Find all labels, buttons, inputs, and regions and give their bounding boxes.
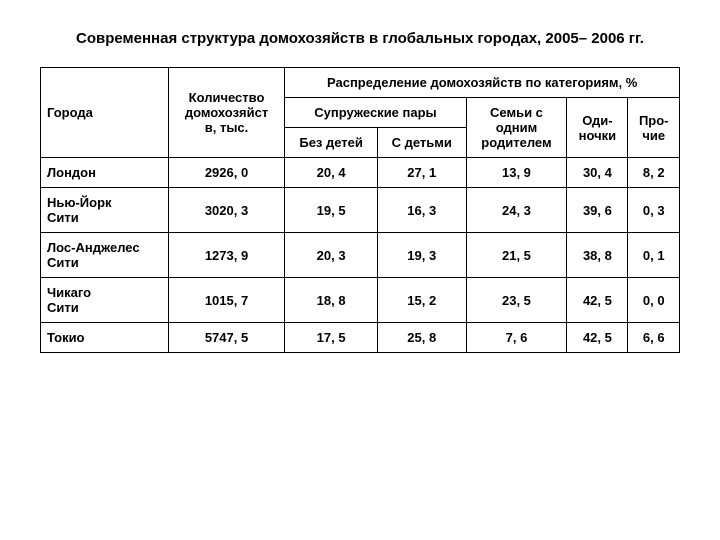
table-row: Токио5747, 517, 525, 87, 642, 56, 6 — [41, 323, 680, 353]
cell-other: 8, 2 — [628, 158, 680, 188]
cell-with_children: 25, 8 — [377, 323, 466, 353]
cell-no_children: 18, 8 — [285, 278, 378, 323]
table-row: ЧикагоСити1015, 718, 815, 223, 542, 50, … — [41, 278, 680, 323]
header-singles: Оди- ночки — [567, 98, 628, 158]
header-cities: Города — [41, 68, 169, 158]
table-row: Лондон2926, 020, 427, 113, 930, 48, 2 — [41, 158, 680, 188]
header-count: Количество домохозяйст в, тыс. — [168, 68, 285, 158]
cell-other: 0, 3 — [628, 188, 680, 233]
header-distribution: Распределение домохозяйств по категориям… — [285, 68, 680, 98]
cell-single_parent: 21, 5 — [466, 233, 567, 278]
cell-singles: 42, 5 — [567, 278, 628, 323]
cell-singles: 38, 8 — [567, 233, 628, 278]
cell-count: 2926, 0 — [168, 158, 285, 188]
cell-single_parent: 23, 5 — [466, 278, 567, 323]
cell-no_children: 19, 5 — [285, 188, 378, 233]
cell-count: 5747, 5 — [168, 323, 285, 353]
cell-city: Токио — [41, 323, 169, 353]
cell-with_children: 16, 3 — [377, 188, 466, 233]
cell-city: Лос-АнджелесСити — [41, 233, 169, 278]
cell-city: Нью-ЙоркСити — [41, 188, 169, 233]
cell-with_children: 19, 3 — [377, 233, 466, 278]
cell-with_children: 27, 1 — [377, 158, 466, 188]
page-title: Современная структура домохозяйств в гло… — [40, 30, 680, 47]
cell-other: 0, 0 — [628, 278, 680, 323]
table-row: Нью-ЙоркСити3020, 319, 516, 324, 339, 60… — [41, 188, 680, 233]
cell-with_children: 15, 2 — [377, 278, 466, 323]
cell-singles: 30, 4 — [567, 158, 628, 188]
cell-no_children: 20, 4 — [285, 158, 378, 188]
cell-count: 3020, 3 — [168, 188, 285, 233]
cell-city: ЧикагоСити — [41, 278, 169, 323]
households-table: Города Количество домохозяйст в, тыс. Ра… — [40, 67, 680, 353]
header-couples: Супружеские пары — [285, 98, 466, 128]
cell-no_children: 17, 5 — [285, 323, 378, 353]
cell-city: Лондон — [41, 158, 169, 188]
cell-singles: 42, 5 — [567, 323, 628, 353]
header-other: Про- чие — [628, 98, 680, 158]
cell-count: 1273, 9 — [168, 233, 285, 278]
cell-other: 6, 6 — [628, 323, 680, 353]
cell-no_children: 20, 3 — [285, 233, 378, 278]
table-row: Лос-АнджелесСити1273, 920, 319, 321, 538… — [41, 233, 680, 278]
cell-count: 1015, 7 — [168, 278, 285, 323]
cell-singles: 39, 6 — [567, 188, 628, 233]
cell-single_parent: 24, 3 — [466, 188, 567, 233]
cell-single_parent: 7, 6 — [466, 323, 567, 353]
header-single-parent: Семьи с одним родителем — [466, 98, 567, 158]
header-with-children: С детьми — [377, 128, 466, 158]
cell-single_parent: 13, 9 — [466, 158, 567, 188]
cell-other: 0, 1 — [628, 233, 680, 278]
header-no-children: Без детей — [285, 128, 378, 158]
